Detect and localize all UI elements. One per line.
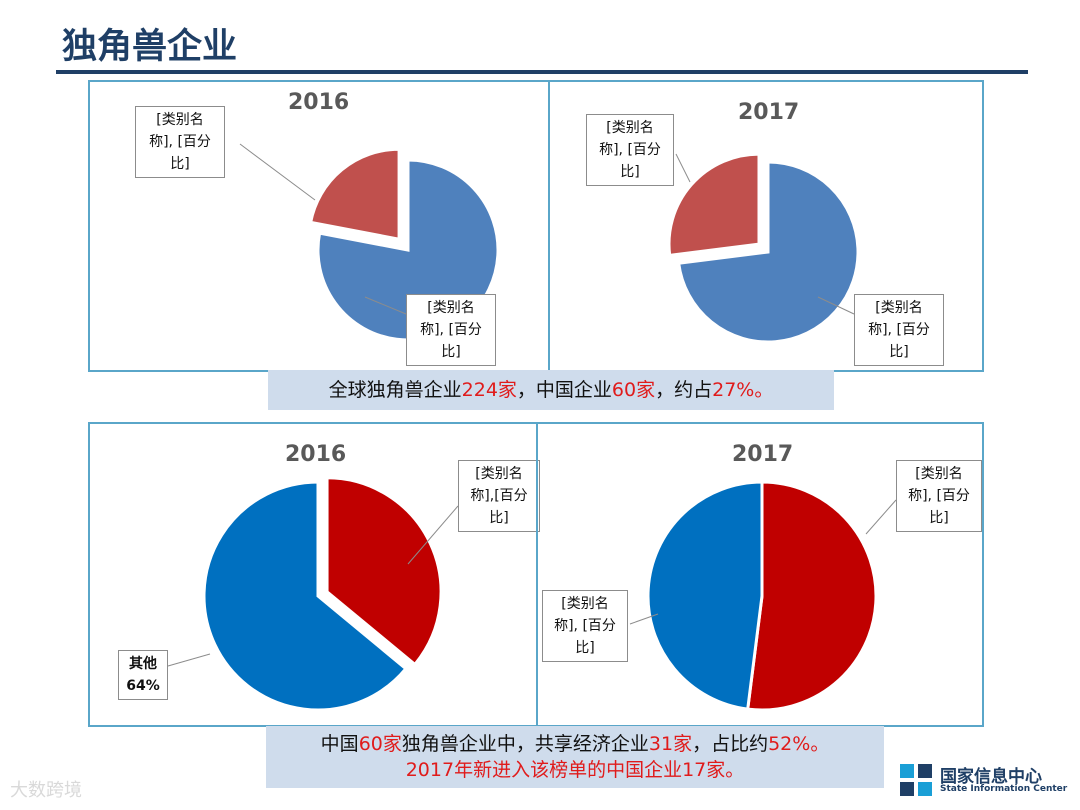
data-label-line: 比] bbox=[929, 510, 949, 526]
data-label: [类别名 称], [百分 比] bbox=[854, 294, 944, 366]
leader-line bbox=[167, 653, 211, 667]
data-label-line: 比] bbox=[441, 344, 461, 360]
page-title: 独角兽企业 bbox=[62, 27, 238, 67]
title-divider bbox=[56, 70, 1028, 74]
data-label-line: 比] bbox=[620, 164, 640, 180]
data-label-line: 称], [百分 bbox=[868, 322, 930, 338]
data-label-line: [类别名 bbox=[475, 466, 523, 482]
leader-line bbox=[865, 499, 897, 535]
summary-text: ，占比约 bbox=[692, 733, 769, 755]
data-label-line: 比] bbox=[889, 344, 909, 360]
summary-highlight: 60家 bbox=[358, 733, 402, 755]
summary-text: ，约占 bbox=[655, 379, 713, 401]
logo-name-cn: 国家信息中心 bbox=[940, 767, 1042, 787]
leader-line bbox=[675, 153, 691, 183]
data-label-line: [类别名 bbox=[875, 300, 923, 316]
logo-icon bbox=[900, 764, 932, 796]
pie-chart-global-2017 bbox=[667, 152, 860, 344]
data-label: [类别名 称], [百分 比] bbox=[896, 460, 982, 532]
data-label: [类别名 称],[百分 比] bbox=[458, 460, 540, 532]
leader-line bbox=[239, 143, 316, 201]
data-label: [类别名 称], [百分 比] bbox=[406, 294, 496, 366]
summary-line: 中国60家独角兽企业中，共享经济企业31家，占比约52%。 bbox=[266, 731, 884, 757]
pie-slice bbox=[646, 480, 764, 711]
summary-text: 中国 bbox=[320, 733, 359, 755]
pie-slice bbox=[202, 480, 408, 712]
data-label-line: 称], [百分 bbox=[599, 142, 661, 158]
summary-highlight: 17家。 bbox=[682, 759, 745, 781]
pie-chart-china-2016 bbox=[167, 476, 459, 712]
data-label-line: 称], [百分 bbox=[149, 134, 211, 150]
data-label: [类别名 称], [百分 比] bbox=[135, 106, 225, 178]
data-label-line: 称], [百分 bbox=[420, 322, 482, 338]
chart-panel-global-2017: 2017 [类别名 称], [百分 比] [类别名 称], [百分 比] bbox=[548, 80, 984, 372]
data-label-line: 比] bbox=[489, 510, 509, 526]
leader-line bbox=[629, 613, 659, 625]
pie-slice bbox=[308, 147, 401, 242]
chart-panel-china-2016: 2016 [类别名 称],[百分 比] 其他 64% bbox=[88, 422, 540, 727]
chart-title: 2016 bbox=[285, 442, 347, 467]
summary-highlight: 2017年 bbox=[405, 759, 474, 781]
summary-text: 独角兽企业中，共享经济企业 bbox=[401, 733, 649, 755]
summary-text: ，中国企业 bbox=[516, 379, 612, 401]
data-label-line: [类别名 bbox=[156, 112, 204, 128]
logo: 国家信息中心 State Information Center bbox=[900, 762, 1070, 802]
data-label-line: 称], [百分 bbox=[908, 488, 970, 504]
summary-highlight: 31家 bbox=[648, 733, 693, 755]
leader-line bbox=[407, 505, 459, 565]
logo-name-en: State Information Center bbox=[940, 784, 1068, 794]
data-label-line: 称], [百分 bbox=[554, 618, 616, 634]
summary-highlight: 224家 bbox=[461, 379, 517, 401]
data-label-line: 64% bbox=[126, 678, 160, 694]
summary-line: 2017年新进入该榜单的中国企业17家。 bbox=[266, 757, 884, 783]
chart-title: 2017 bbox=[738, 100, 800, 125]
data-label: 其他 64% bbox=[118, 650, 168, 700]
data-label-line: [类别名 bbox=[915, 466, 963, 482]
data-label-line: [类别名 bbox=[561, 596, 609, 612]
data-label: [类别名 称], [百分 比] bbox=[586, 114, 674, 186]
summary-highlight: 52%。 bbox=[768, 733, 830, 755]
pie-slice bbox=[325, 476, 443, 667]
data-label-line: 称],[百分 bbox=[470, 488, 528, 504]
pie-slice bbox=[677, 160, 860, 344]
summary-text: 全球独角兽企业 bbox=[328, 379, 462, 401]
data-label-line: 比] bbox=[575, 640, 595, 656]
summary-global: 全球独角兽企业224家，中国企业60家，约占27%。 bbox=[268, 370, 834, 410]
summary-highlight: 新进入该榜单的中国企业 bbox=[473, 759, 683, 781]
pie-slice bbox=[667, 152, 761, 258]
chart-title: 2017 bbox=[732, 442, 794, 467]
summary-highlight: 27%。 bbox=[712, 379, 774, 401]
data-label-line: [类别名 bbox=[427, 300, 475, 316]
data-label-line: 比] bbox=[170, 156, 190, 172]
leader-line bbox=[817, 296, 855, 315]
chart-panel-global-2016: 2016 [类别名 称], [百分 比] [类别名 称], [百分 比] bbox=[88, 80, 550, 372]
leader-line bbox=[364, 296, 407, 315]
pie-chart-china-2017 bbox=[629, 480, 897, 712]
summary-highlight: 60家 bbox=[611, 379, 656, 401]
data-label-line: [类别名 bbox=[606, 120, 654, 136]
summary-china: 中国60家独角兽企业中，共享经济企业31家，占比约52%。 2017年新进入该榜… bbox=[266, 726, 884, 788]
data-label: [类别名 称], [百分 比] bbox=[542, 590, 628, 662]
watermark-text: 大数跨境 bbox=[10, 780, 82, 801]
pie-slice bbox=[746, 480, 878, 712]
data-label-line: 其他 bbox=[129, 656, 157, 672]
chart-panel-china-2017: 2017 [类别名 称], [百分 比] [类别名 称], [百分 比] bbox=[536, 422, 984, 727]
chart-title: 2016 bbox=[288, 90, 350, 115]
